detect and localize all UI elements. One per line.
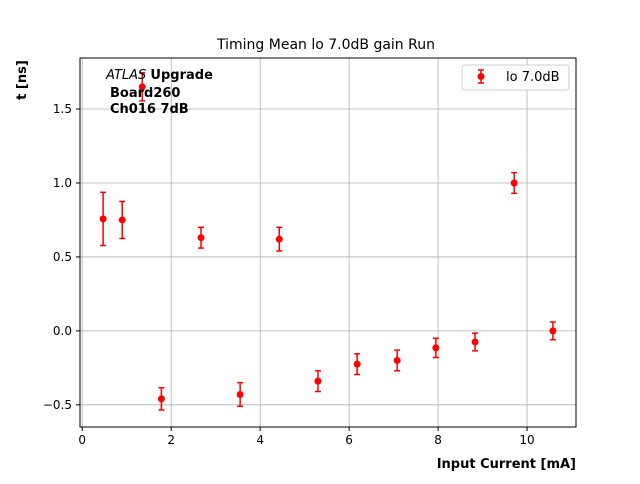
data-point (236, 390, 244, 398)
annotation-channel: Ch016 7dB (110, 102, 189, 117)
data-point (157, 395, 165, 403)
data-point (118, 216, 126, 224)
legend-label: lo 7.0dB (506, 70, 560, 85)
atlas-annotation: ATLAS Upgrade Board260 Ch016 7dB (105, 68, 213, 117)
data-point (432, 344, 440, 352)
annotation-atlas: ATLAS (105, 68, 146, 83)
data-point (275, 235, 283, 243)
y-tick-label: 0.0 (53, 324, 72, 338)
data-point (138, 83, 146, 91)
chart-title: Timing Mean lo 7.0dB gain Run (216, 37, 435, 53)
x-tick-label: 4 (256, 433, 264, 447)
x-tick-label: 10 (519, 433, 534, 447)
y-axis-label: t [ns] (15, 60, 30, 100)
x-axis-label: Input Current [mA] (437, 457, 576, 472)
svg-text:ATLAS Upgrade: ATLAS Upgrade (105, 68, 213, 83)
x-tick-label: 8 (434, 433, 442, 447)
data-point (510, 179, 518, 187)
x-tick-label: 0 (78, 433, 86, 447)
grid (80, 58, 576, 427)
data-point (393, 356, 401, 364)
annotation-board: Board260 (110, 86, 180, 101)
annotation-upgrade: Upgrade (150, 68, 213, 83)
data-point (471, 338, 479, 346)
x-tick-label: 6 (345, 433, 353, 447)
y-tick-label: 0.5 (53, 250, 72, 264)
data-point (353, 360, 361, 368)
data-point (314, 377, 322, 385)
legend-marker (477, 73, 485, 80)
data-point (197, 234, 205, 242)
ticks: 0 2 4 6 8 10 −0.5 0.0 0.5 1.0 1.5 (43, 102, 535, 447)
y-tick-label: 1.5 (53, 102, 72, 116)
plot-frame (79, 57, 577, 428)
y-tick-label: 1.0 (53, 176, 72, 190)
data-point (549, 327, 557, 335)
y-tick-label: −0.5 (43, 398, 72, 412)
data-point (99, 215, 107, 223)
x-tick-label: 2 (167, 433, 175, 447)
data-points (99, 72, 557, 411)
legend: lo 7.0dB (461, 64, 570, 91)
